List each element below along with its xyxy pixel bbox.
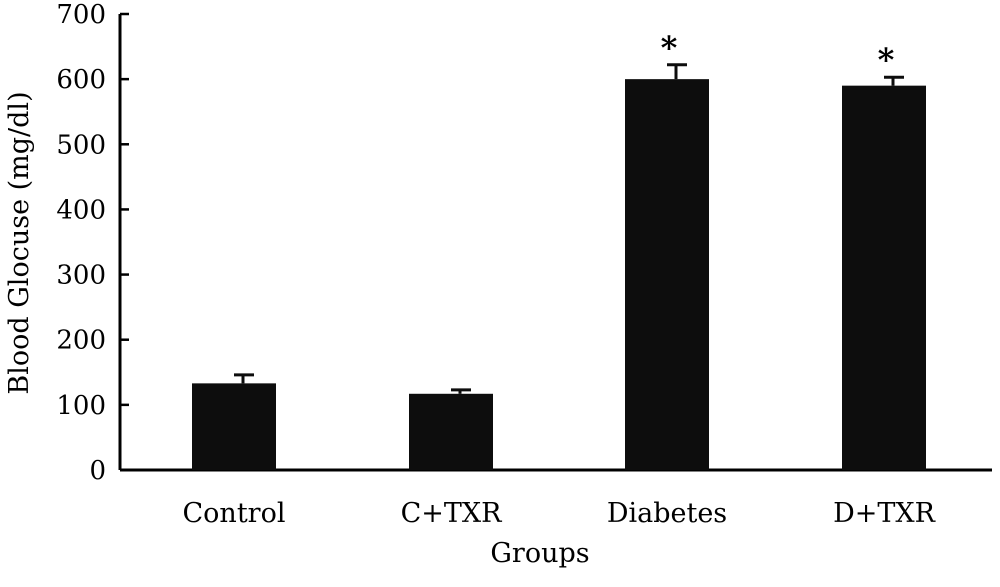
y-tick-label: 300: [56, 261, 106, 291]
bar-d-txr: [842, 85, 926, 471]
x-category-label: Control: [183, 498, 286, 529]
bar-c-txr: [409, 393, 493, 470]
error-bars-layer: [234, 63, 904, 394]
bars-layer: [192, 79, 926, 471]
y-tick-label: 200: [56, 326, 106, 356]
y-axis-title: Blood Glocuse (mg/dl): [4, 91, 35, 394]
y-tick-label: 400: [56, 195, 106, 225]
y-tick-label: 700: [56, 0, 106, 30]
significance-asterisk: *: [878, 41, 895, 79]
x-category-label: Diabetes: [607, 498, 727, 529]
y-tick-label: 100: [56, 391, 106, 421]
significance-layer: * *: [661, 29, 895, 79]
y-tick-label: 500: [56, 130, 106, 160]
y-tick-label: 600: [56, 65, 106, 95]
y-tick-label: 0: [89, 456, 106, 486]
bar-diabetes: [625, 79, 709, 471]
significance-asterisk: *: [661, 29, 678, 67]
bar-control: [192, 383, 276, 470]
x-category-label: C+TXR: [401, 498, 503, 529]
x-category-label: D+TXR: [833, 498, 936, 529]
y-axis: 0 100 200 300 400 500 600 700: [56, 0, 129, 486]
x-axis-title: Groups: [490, 538, 589, 569]
x-axis: Control C+TXR Diabetes D+TXR: [120, 468, 992, 529]
